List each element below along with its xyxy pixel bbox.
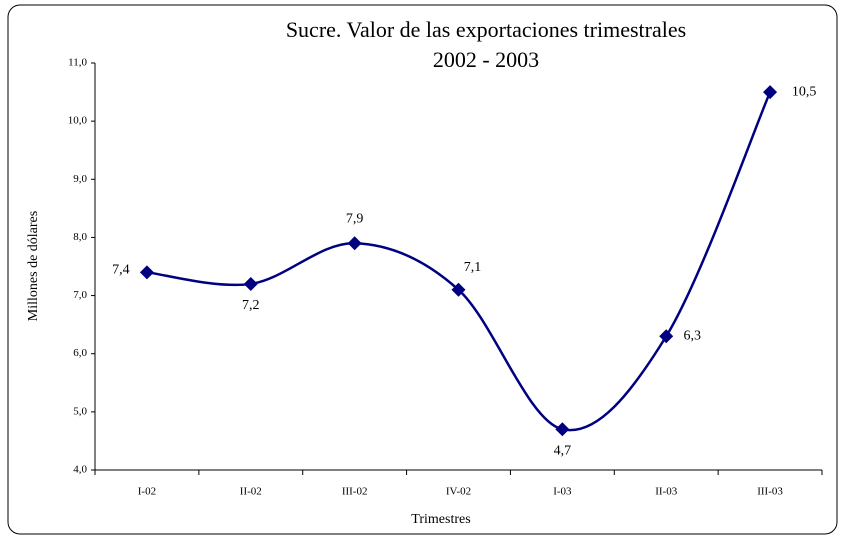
data-label: 7,9 <box>346 211 364 226</box>
series-line <box>146 91 772 432</box>
data-label: 4,7 <box>554 444 572 459</box>
y-axis-label: Millones de dólares <box>26 211 41 321</box>
marker <box>555 422 570 437</box>
data-label: 6,3 <box>683 328 701 343</box>
data-label: 7,1 <box>464 260 482 275</box>
x-tick-label: I-02 <box>138 486 156 498</box>
y-tick-label: 10,0 <box>68 115 88 127</box>
y-tick-label: 6,0 <box>73 347 87 359</box>
data-label: 7,2 <box>242 298 260 313</box>
y-tick-label: 7,0 <box>73 289 87 301</box>
x-tick-label: I-03 <box>553 486 572 498</box>
chart-border <box>7 4 838 535</box>
chart-title: Sucre. Valor de las exportaciones trimes… <box>286 17 686 42</box>
y-tick-label: 4,0 <box>73 464 87 476</box>
x-axis-label: Trimestres <box>411 512 470 527</box>
marker <box>243 276 258 291</box>
marker <box>659 329 674 344</box>
data-label: 10,5 <box>792 84 817 99</box>
data-label: 7,4 <box>112 263 130 278</box>
y-tick-label: 9,0 <box>73 173 87 185</box>
y-tick-label: 11,0 <box>68 57 87 69</box>
marker <box>451 282 466 297</box>
marker <box>347 236 362 251</box>
x-tick-label: IV-02 <box>446 486 471 498</box>
x-tick-label: II-02 <box>240 486 262 498</box>
x-tick-label: III-02 <box>342 486 368 498</box>
y-tick-label: 8,0 <box>73 231 87 243</box>
x-tick-label: II-03 <box>655 486 677 498</box>
marker <box>763 85 778 100</box>
y-tick-label: 5,0 <box>73 405 87 417</box>
chart-subtitle: 2002 - 2003 <box>433 47 539 72</box>
x-tick-label: III-03 <box>757 486 783 498</box>
marker <box>139 265 154 280</box>
